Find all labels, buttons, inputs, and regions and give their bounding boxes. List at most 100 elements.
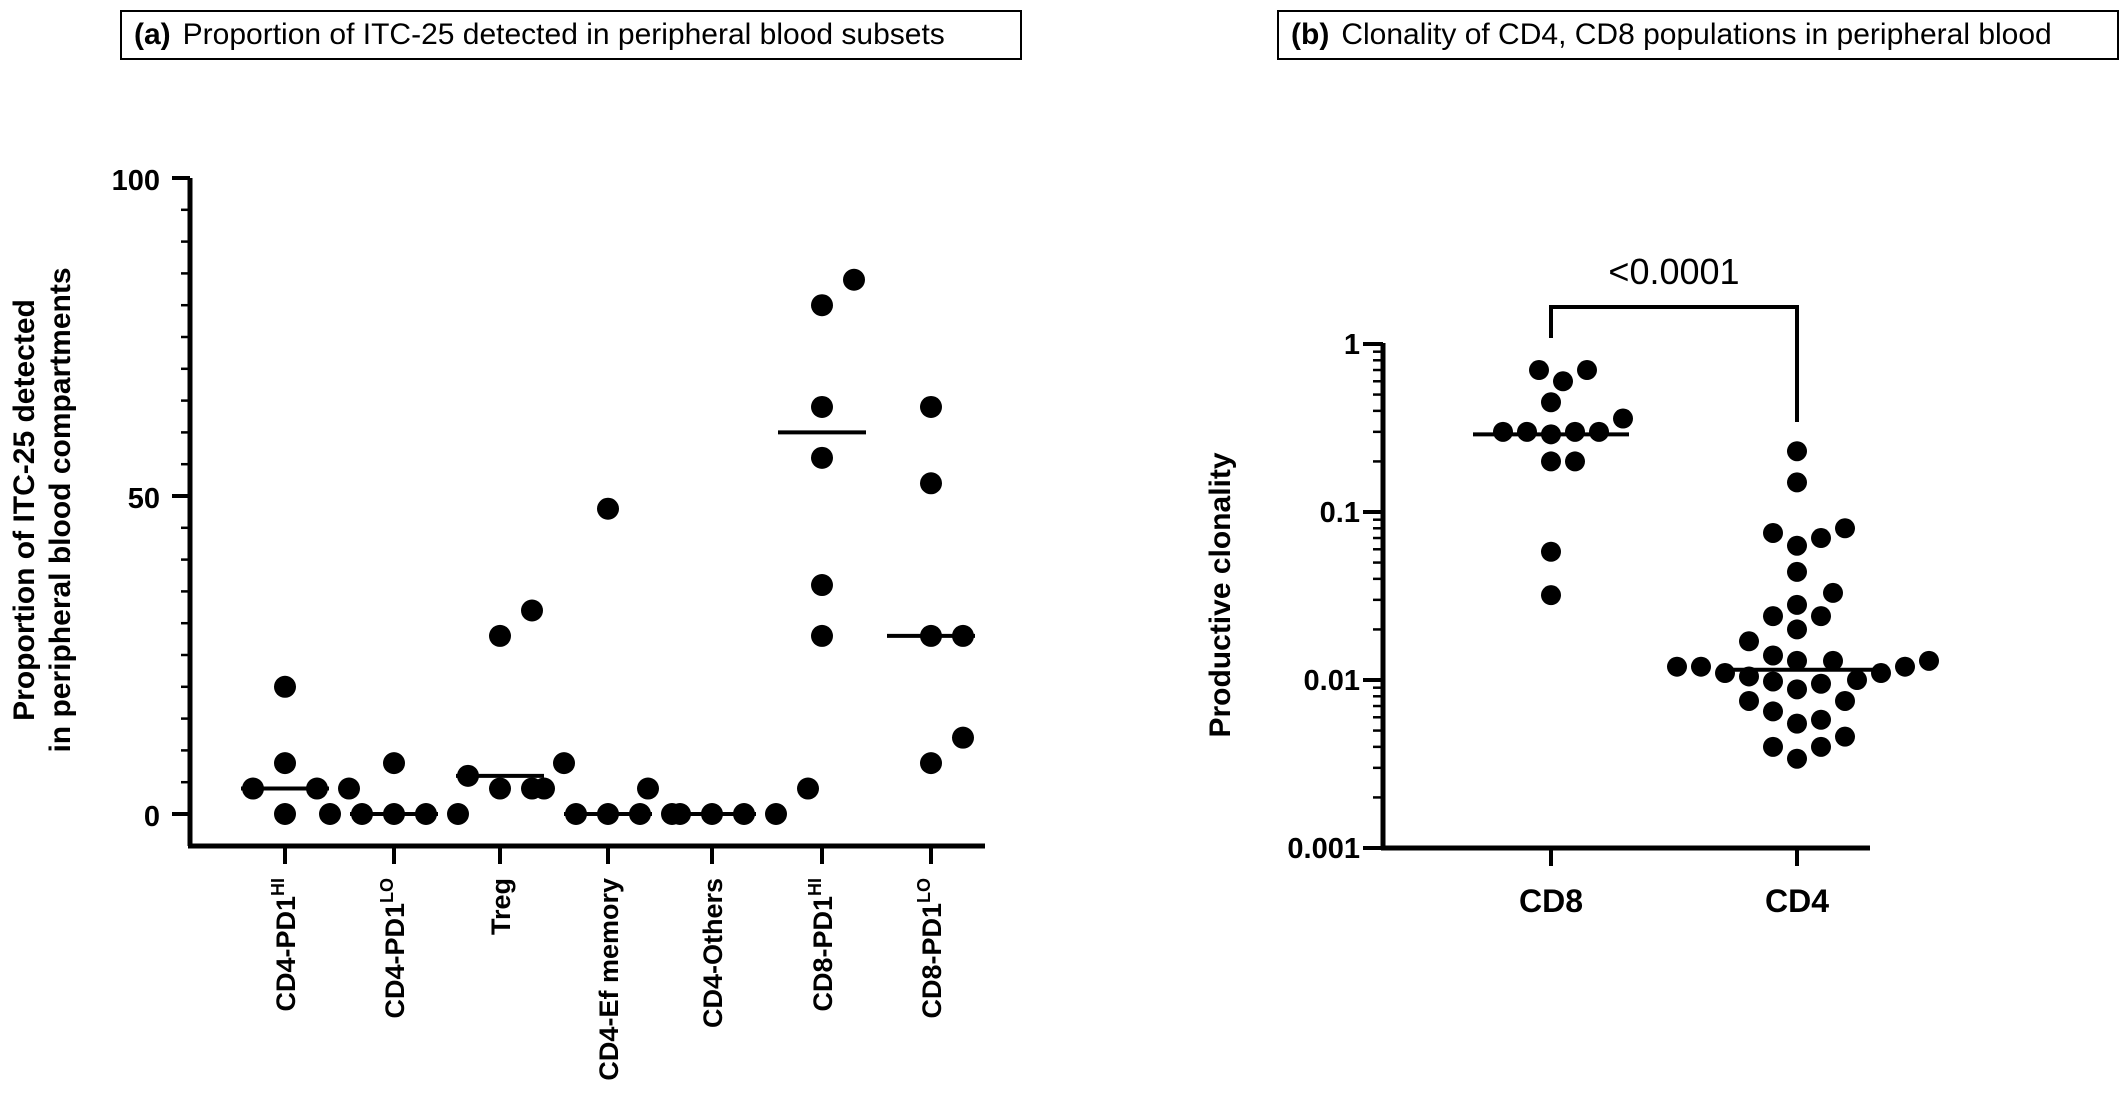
data-point (1787, 619, 1807, 640)
data-point (489, 624, 511, 647)
data-point (1763, 736, 1783, 757)
panel-b-y-ticks (1363, 342, 1799, 866)
data-point (811, 294, 833, 317)
data-point (843, 268, 865, 291)
data-point (597, 497, 619, 520)
data-point (733, 803, 755, 825)
data-point (1787, 472, 1807, 493)
category-label: CD4-PD1LO (377, 878, 410, 1019)
data-point (629, 803, 651, 825)
panel-a-y-tick-label: 100 (112, 165, 160, 197)
data-point (1919, 650, 1939, 671)
data-point (597, 803, 619, 825)
panel-a-medians (241, 430, 975, 816)
data-point (1739, 690, 1759, 711)
data-point (1811, 709, 1831, 730)
data-point (1565, 421, 1585, 442)
data-point (242, 777, 264, 800)
data-point (1715, 663, 1735, 684)
data-point (306, 777, 328, 800)
data-point (920, 624, 942, 647)
panel-b-y-tick-label: 0.01 (1304, 665, 1360, 697)
data-point (1541, 451, 1561, 472)
data-point (797, 777, 819, 800)
panel-a-y-tick-label: 50 (128, 483, 160, 515)
category-label: CD8-PD1HI (805, 878, 838, 1012)
panel-b-y-tick-label: 0.1 (1320, 497, 1360, 529)
data-point (1895, 656, 1915, 677)
data-point (1787, 441, 1807, 462)
category-label: CD8 (1519, 883, 1583, 919)
panel-b-points (1493, 360, 1939, 769)
panel-a-title: Proportion of ITC-25 detected in periphe… (182, 18, 945, 51)
category-label: CD4-Others (698, 878, 728, 1028)
panel-b-title: Clonality of CD4, CD8 populations in per… (1341, 18, 2052, 51)
data-point (1541, 424, 1561, 445)
data-point (351, 803, 373, 825)
panel-a-tag: (a) (134, 18, 171, 51)
data-point (669, 803, 691, 825)
panel-a-y-tick-label: 0 (144, 801, 160, 833)
category-label: Treg (486, 878, 516, 935)
data-point (319, 803, 341, 825)
data-point (1763, 522, 1783, 543)
data-point (338, 777, 360, 800)
panel-b-chart: 0.001 0.01 0.1 1 Productive clonality CD… (1204, 251, 1939, 919)
data-point (415, 803, 437, 825)
data-point (811, 624, 833, 647)
panel-b-y-tick-label: 0.001 (1287, 833, 1360, 865)
data-point (447, 803, 469, 825)
category-label: CD8-PD1LO (914, 878, 947, 1019)
data-point (1541, 392, 1561, 413)
data-point (1529, 360, 1549, 381)
data-point (811, 395, 833, 418)
data-point (1787, 713, 1807, 734)
data-point (1667, 656, 1687, 677)
data-point (701, 803, 723, 825)
data-point (383, 803, 405, 825)
data-point (1541, 585, 1561, 606)
data-point (1835, 690, 1855, 711)
panel-b-y-tick-labels: 0.001 0.01 0.1 1 (1287, 329, 1360, 865)
category-label: CD4-PD1HI (268, 878, 301, 1012)
data-point (565, 803, 587, 825)
data-point (1541, 541, 1561, 562)
data-point (920, 395, 942, 418)
data-point (1835, 518, 1855, 539)
data-point (1811, 528, 1831, 549)
data-point (1811, 673, 1831, 694)
data-point (1589, 421, 1609, 442)
data-point (1847, 670, 1867, 690)
panel-b-title-box: (b) Clonality of CD4, CD8 populations in… (1277, 10, 2119, 60)
panel-a-y-axis-label-line1: Proportion of ITC-25 detected (8, 299, 41, 721)
panel-b-medians (1473, 432, 1875, 672)
panel-b-category-labels: CD8 CD4 (1519, 883, 1829, 919)
data-point (1811, 606, 1831, 627)
data-point (1787, 535, 1807, 556)
panel-a-points (242, 268, 974, 825)
panel-a-y-ticks (172, 176, 933, 864)
data-point (811, 446, 833, 469)
data-point (1493, 421, 1513, 442)
panel-b-tag: (b) (1291, 18, 1330, 51)
data-point (1787, 650, 1807, 671)
data-point (1553, 371, 1573, 392)
data-point (1565, 451, 1585, 472)
data-point (920, 752, 942, 775)
data-point (1577, 360, 1597, 381)
data-point (952, 726, 974, 749)
data-point (1787, 561, 1807, 582)
data-point (1787, 748, 1807, 769)
data-point (1739, 631, 1759, 652)
data-point (1835, 726, 1855, 747)
data-point (1787, 594, 1807, 615)
p-value-annotation: <0.0001 (1608, 251, 1739, 292)
data-point (811, 574, 833, 597)
panel-a-category-labels: CD4-PD1HI CD4-PD1LO Treg CD4-Ef memory CD4-O… (268, 878, 947, 1081)
data-point (274, 803, 296, 825)
category-label: CD4 (1765, 883, 1829, 919)
significance-bracket (1549, 305, 1799, 422)
data-point (274, 752, 296, 775)
data-point (489, 777, 511, 800)
data-point (920, 472, 942, 495)
